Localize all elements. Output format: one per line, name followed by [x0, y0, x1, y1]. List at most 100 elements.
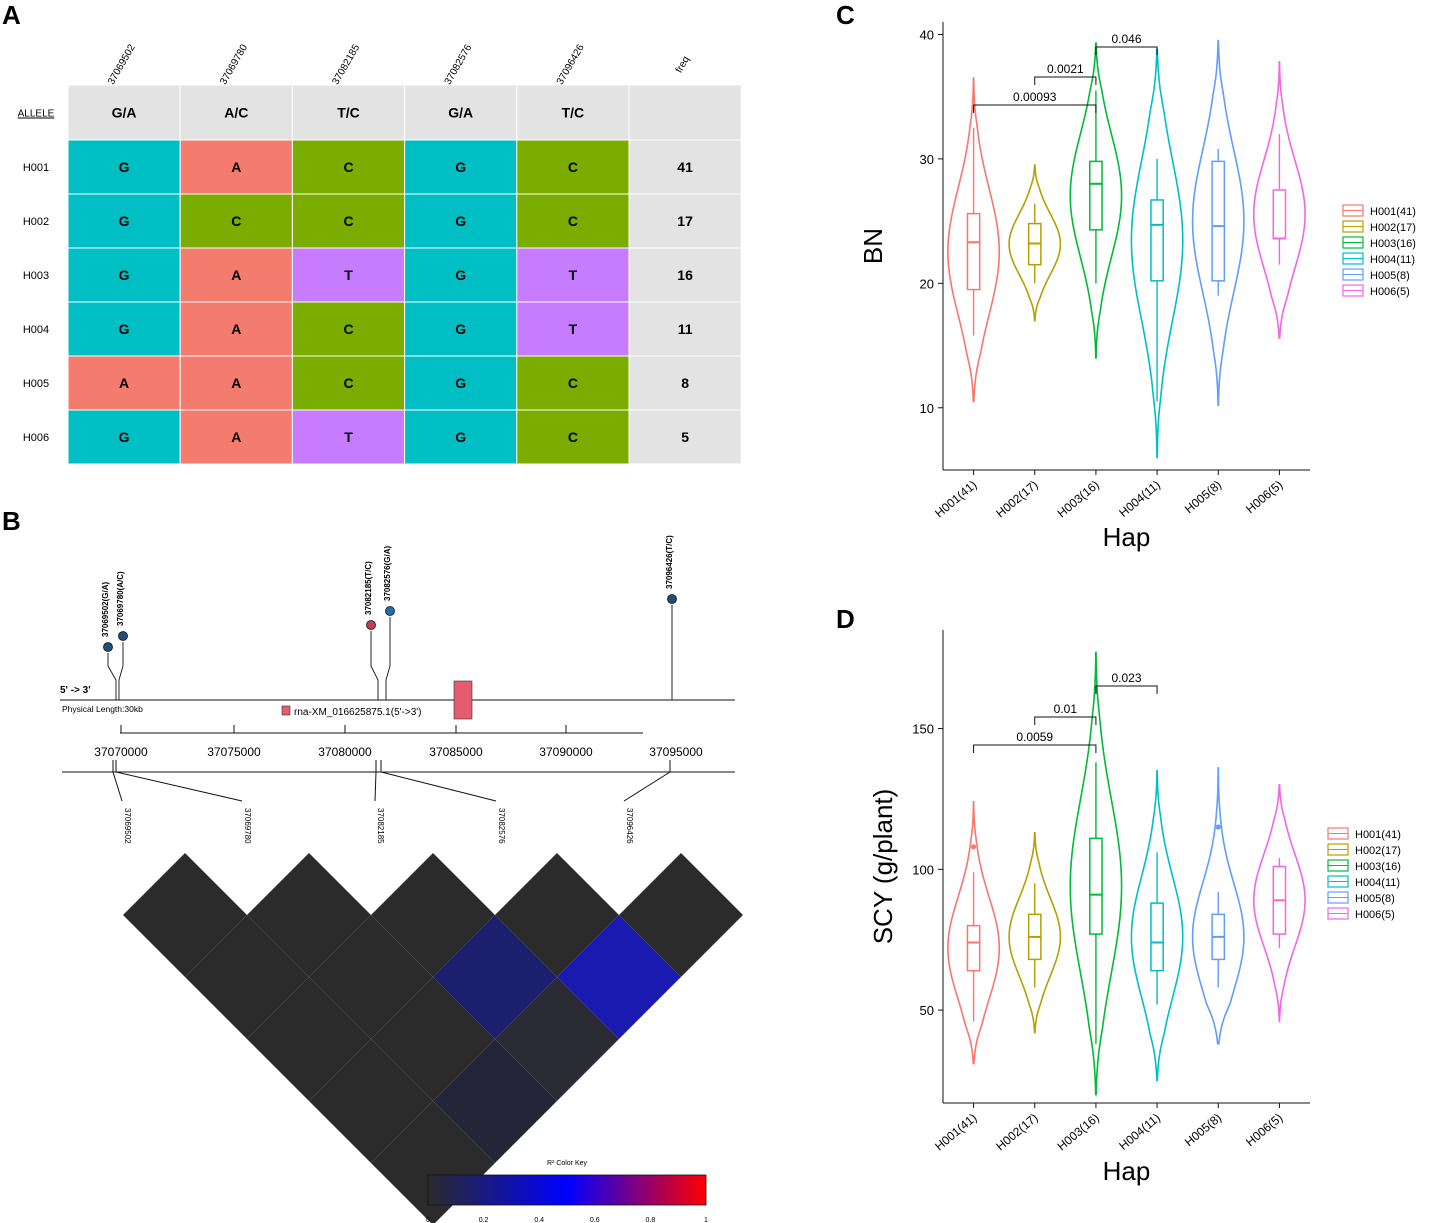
base-cell-text: G: [455, 429, 466, 445]
p-value-label: 0.023: [1111, 671, 1141, 685]
snp-label: 37082185(T/C): [364, 561, 373, 615]
y-axis-title: SCY (g/plant): [868, 789, 898, 945]
ld-snp-label: 37069780: [243, 808, 252, 844]
violin-shape: [1252, 784, 1306, 1023]
ld-connector-diag: [623, 771, 671, 802]
base-cell-text: C: [343, 213, 353, 229]
panel-b-letter: B: [2, 506, 21, 536]
y-tick-label: 20: [920, 276, 934, 291]
base-cell: [516, 409, 630, 465]
snp-pins: 37069502(G/A) 37069780(A/C) 37082185(T/C) 3…: [101, 535, 677, 700]
color-key-tick: 0.6: [590, 1217, 600, 1223]
base-cell: [291, 247, 406, 303]
base-cell-text: A: [231, 267, 241, 283]
base-cell: [291, 409, 406, 465]
snp-label: 37069502(G/A): [101, 582, 110, 637]
base-cell-text: C: [568, 159, 578, 175]
bn-violin-chart: 10 20 30 40 H001(41) H002(17) H003(16) H004(11)…: [858, 22, 1416, 552]
freq-cell: [628, 355, 742, 411]
allele-row-label: ALLELE: [18, 109, 55, 120]
physical-length-label: Physical Length:30kb: [62, 704, 143, 714]
base-cell: [179, 247, 293, 303]
significance-bracket: [973, 744, 1097, 753]
base-cell-text: A: [119, 375, 129, 391]
ld-connector-diag: [112, 771, 123, 802]
base-cell: [179, 301, 293, 357]
base-cell-text: G: [455, 159, 466, 175]
snp-pin-stem: [370, 631, 379, 700]
freq-cell: [628, 139, 742, 195]
x-tick-label: H003(16): [1055, 478, 1102, 521]
x-axis-title: Hap: [1103, 1156, 1151, 1186]
base-cell-text: G: [119, 321, 130, 337]
x-tick-label: H005(8): [1182, 1111, 1224, 1150]
violin-shape: [1252, 61, 1306, 339]
base-cell-text: A: [231, 321, 241, 337]
base-cell-text: C: [231, 213, 241, 229]
base-cell-text: C: [343, 375, 353, 391]
position-axis-ticks: 37070000 37075000 37080000 37085000 37090000…: [94, 725, 703, 759]
box-iqr: [1089, 160, 1103, 231]
base-cell-text: G: [119, 429, 130, 445]
freq-cell: [628, 301, 742, 357]
freq-cell-text: 16: [677, 267, 693, 283]
allele-cell: [291, 84, 406, 141]
freq-cell-text: 8: [681, 375, 689, 391]
snp-pin-head: [667, 594, 677, 604]
base-cell-text: G: [455, 375, 466, 391]
y-tick-label: 30: [920, 152, 934, 167]
significance-bracket: [973, 104, 1097, 113]
base-cell: [516, 139, 630, 195]
color-key-ticks: 0 0.2 0.4 0.6 0.8 1: [426, 1217, 708, 1223]
freq-cell: [628, 409, 742, 465]
x-tick-label: H005(8): [1182, 478, 1224, 517]
freq-cell-text: 5: [681, 429, 689, 445]
freq-cell: [628, 247, 742, 303]
freq-cell-text: 11: [678, 321, 693, 337]
haplotype-row-label: H001: [23, 162, 49, 174]
x-tick-label: H004(11): [1116, 478, 1163, 520]
legend-label: H006(5): [1355, 909, 1395, 921]
base-cell: [291, 193, 406, 249]
base-cell: [179, 193, 293, 249]
base-cell-text: C: [343, 159, 353, 175]
base-cell-text: T: [344, 267, 353, 283]
violin-shape: [1191, 767, 1245, 1045]
violin-shape: [1130, 769, 1184, 1082]
base-cell: [404, 301, 518, 357]
freq-cell: [628, 193, 742, 249]
legend-label: H004(11): [1370, 254, 1415, 266]
base-cell-text: G: [119, 213, 130, 229]
x-tick-label: H001(41): [932, 1111, 979, 1154]
haplotype-row-label: H005: [23, 378, 49, 390]
allele-cell: [516, 84, 630, 141]
column-header: 37069780: [218, 42, 250, 86]
ld-snp-label: 37082576: [497, 808, 506, 844]
box-iqr: [1150, 902, 1164, 972]
axis-tick-label: 37080000: [318, 745, 372, 759]
color-key-title: R² Color Key: [547, 1160, 588, 1167]
legend-label: H005(8): [1370, 270, 1410, 282]
box-iqr: [1089, 837, 1103, 935]
strand-label: 5' -> 3': [60, 685, 91, 696]
box-iqr: [966, 212, 981, 291]
legend-label: H002(17): [1355, 845, 1401, 857]
box-iqr: [1272, 189, 1287, 240]
base-cell: [516, 247, 630, 303]
axis-tick-label: 37095000: [649, 745, 703, 759]
legend-label: H003(16): [1370, 238, 1416, 250]
base-cell-text: C: [568, 213, 578, 229]
base-cell: [179, 409, 293, 465]
legend-label: H001(41): [1370, 206, 1416, 218]
haplotype-row-label: H006: [23, 432, 49, 444]
legend-label: H002(17): [1370, 222, 1416, 234]
p-value-label: 0.0021: [1047, 62, 1084, 76]
haplotype-row-label: H004: [23, 324, 49, 336]
p-value-label: 0.01: [1054, 702, 1078, 716]
color-key-tick: 0.4: [534, 1217, 544, 1223]
p-value-label: 0.00093: [1013, 90, 1057, 104]
y-tick-label: 50: [920, 1003, 934, 1018]
axis-tick-label: 37070000: [94, 745, 148, 759]
violin-shape: [1191, 39, 1245, 407]
